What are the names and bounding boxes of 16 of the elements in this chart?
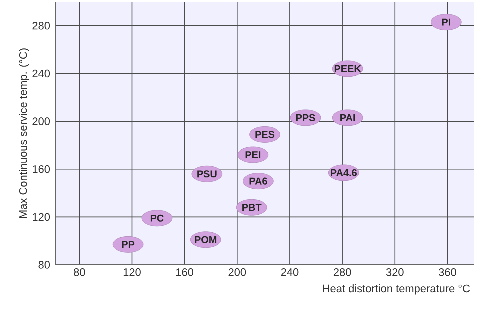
x-tick-label: 200 <box>228 268 246 276</box>
y-tick-label: 240 <box>32 70 50 78</box>
y-tick-label: 120 <box>33 213 50 222</box>
y-tick-label: 280 <box>32 22 50 30</box>
x-tick-label: 120 <box>124 268 141 276</box>
y-tick-label: 200 <box>32 118 50 126</box>
x-tick-label: 80 <box>74 268 86 276</box>
x-tick-label: 320 <box>386 268 404 276</box>
y-axis-title: Max Continuous service temp. (°C) <box>19 48 30 218</box>
y-tick-label: 80 <box>38 261 50 269</box>
x-tick-label: 360 <box>438 268 456 276</box>
x-tick-label: 160 <box>176 268 194 276</box>
x-tick-label: 240 <box>281 268 299 276</box>
y-tick-label: 160 <box>33 165 50 174</box>
x-axis-title: Heat distortion temperature °C <box>323 284 470 295</box>
x-tick-label: 280 <box>334 268 352 276</box>
